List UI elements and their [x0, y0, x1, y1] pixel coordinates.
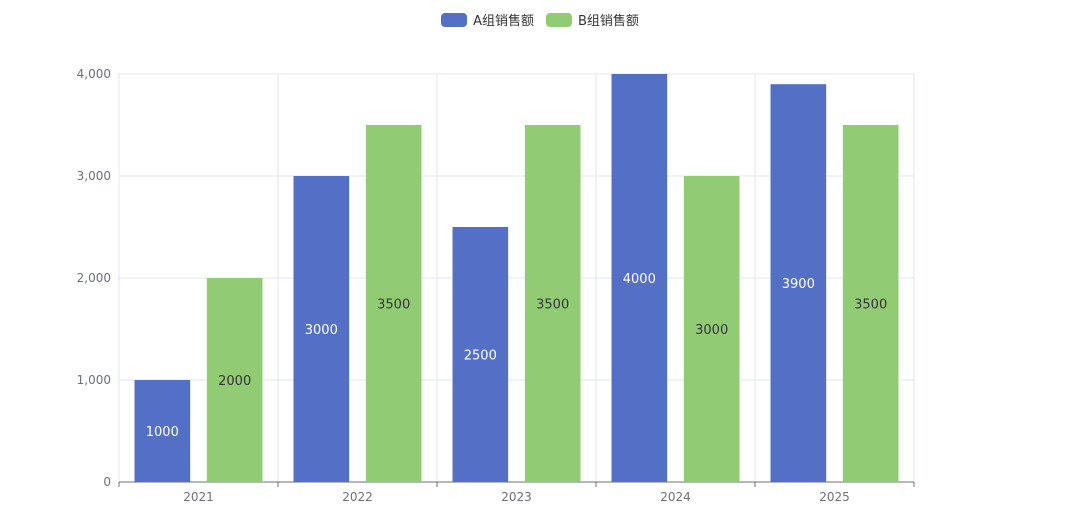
bar-data-label: 3500	[854, 298, 887, 313]
bar-data-label: 3000	[305, 323, 338, 338]
x-tick-label: 2022	[342, 490, 373, 504]
bar-data-label: 3000	[695, 323, 728, 338]
bar-data-label: 1000	[146, 425, 179, 440]
bar-data-label: 3500	[377, 298, 410, 313]
legend-swatch-series-b	[545, 12, 572, 27]
y-tick-label: 0	[103, 475, 111, 489]
bar-data-label: 3500	[536, 298, 569, 313]
x-tick-label: 2024	[660, 490, 691, 504]
bar-series-a[interactable]	[293, 176, 350, 482]
bar-series-b[interactable]	[365, 125, 422, 482]
legend-label-series-b: B组销售额	[577, 14, 639, 29]
x-tick-label: 2021	[183, 490, 214, 504]
x-tick-label: 2025	[819, 490, 850, 504]
y-tick-label: 1,000	[77, 373, 111, 387]
legend: A组销售额 B组销售额	[0, 10, 1080, 29]
bar-data-label: 4000	[623, 272, 656, 287]
y-tick-label: 4,000	[77, 67, 111, 81]
legend-swatch-series-a	[441, 12, 468, 27]
bar-data-label: 2500	[464, 349, 497, 364]
bar-series-a[interactable]	[134, 380, 191, 482]
legend-label-series-a: A组销售额	[473, 14, 534, 29]
legend-item-series-b[interactable]: B组销售额	[545, 10, 639, 29]
bar-series-b[interactable]	[842, 125, 899, 482]
legend-item-series-a[interactable]: A组销售额	[441, 10, 534, 29]
bar-series-a[interactable]	[452, 227, 509, 482]
bar-series-a[interactable]	[770, 84, 827, 482]
y-tick-label: 3,000	[77, 169, 111, 183]
x-tick-label: 2023	[501, 490, 532, 504]
bar-data-label: 2000	[218, 374, 251, 389]
y-tick-label: 2,000	[77, 271, 111, 285]
bar-series-b[interactable]	[524, 125, 581, 482]
bar-series-a[interactable]	[611, 74, 668, 482]
bar-series-b[interactable]	[206, 278, 263, 482]
bar-series-b[interactable]	[683, 176, 740, 482]
bar-data-label: 3900	[782, 277, 815, 292]
